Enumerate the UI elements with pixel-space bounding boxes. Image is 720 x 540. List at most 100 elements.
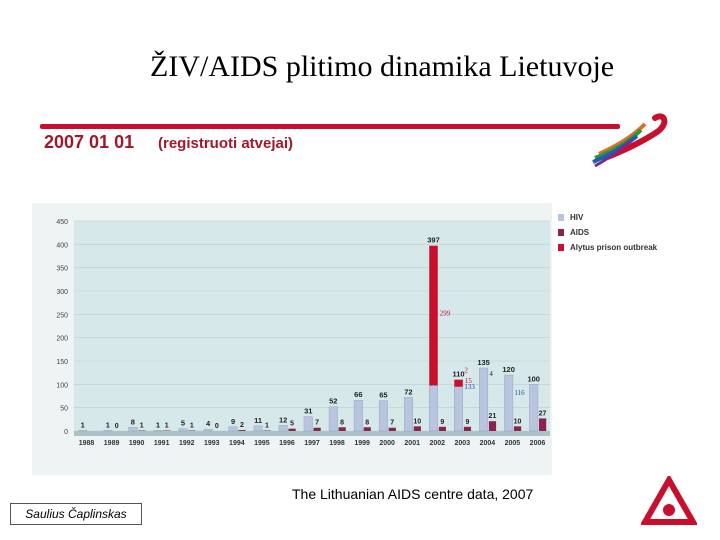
- aids-bar-label: 27: [539, 410, 547, 417]
- hiv-bar-label: 4: [206, 419, 211, 428]
- alytus-bar-label: 15: [465, 377, 473, 385]
- hiv-bar-label: 11: [254, 416, 262, 425]
- aids-bar-label: 7: [315, 420, 319, 427]
- hiv-bar: [529, 384, 539, 432]
- hiv-bar-label: 72: [404, 387, 412, 396]
- hiv-bar-label: 120: [502, 365, 515, 374]
- hiv-bar-label: 135: [477, 358, 490, 367]
- aids-bar: [463, 426, 472, 431]
- y-tick-label: 150: [56, 359, 68, 366]
- x-tick-label: 1996: [279, 440, 295, 447]
- annotation-label: 116: [514, 389, 525, 397]
- x-tick-label: 1989: [104, 440, 120, 447]
- aids-bar: [513, 426, 522, 431]
- aids-bar: [488, 421, 497, 431]
- aids-bar-label: 5: [290, 421, 294, 428]
- x-tick-label: 2002: [429, 440, 445, 447]
- aids-bar-label: 7: [390, 420, 394, 427]
- x-tick-label: 1992: [179, 440, 195, 447]
- x-tick-label: 1997: [304, 440, 320, 447]
- y-tick-label: 300: [56, 289, 68, 296]
- y-tick-label: 100: [56, 382, 68, 389]
- aids-bar-label: 21: [489, 413, 497, 420]
- annotation-label: 2: [464, 367, 468, 375]
- stack-total-label: 397: [427, 236, 440, 245]
- hiv-bar: [178, 428, 188, 432]
- y-tick-label: 0: [64, 429, 68, 436]
- aids-bar-label: 1: [190, 423, 194, 430]
- x-tick-label: 1991: [154, 440, 170, 447]
- legend-label-hiv: HIV: [570, 213, 584, 222]
- aids-bar-label: 0: [115, 423, 119, 430]
- hiv-bar-label: 52: [329, 397, 337, 406]
- legend-label-alytus: Alytus prison outbreak: [570, 243, 658, 252]
- x-tick-label: 1993: [204, 440, 220, 447]
- hiv-bar: [353, 399, 363, 432]
- alytus-bar: [454, 379, 463, 387]
- red-divider: [40, 124, 620, 129]
- x-tick-label: 1995: [254, 440, 270, 447]
- y-tick-label: 250: [56, 312, 68, 319]
- hiv-bar-label: 1: [81, 421, 85, 430]
- annotation-label: 133: [464, 383, 475, 391]
- chart-floor: [74, 431, 550, 436]
- aids-bar: [238, 430, 246, 431]
- hiv-bar: [228, 426, 238, 432]
- y-tick-label: 350: [56, 266, 68, 273]
- hiv-bar: [429, 385, 438, 432]
- annotation-label: 4: [489, 370, 493, 378]
- hiv-bar-label: 12: [279, 415, 287, 424]
- aids-bar-label: 1: [165, 423, 169, 430]
- hiv-bar: [504, 374, 514, 432]
- subtitle-label: (registruoti atvejai): [158, 135, 294, 152]
- aids-bar-label: 1: [140, 423, 144, 430]
- aids-centre-logo: [641, 476, 697, 525]
- x-tick-label: 1988: [79, 440, 95, 447]
- source-note: The Lithuanian AIDS centre data, 2007: [292, 486, 534, 502]
- legend-item-alytus: Alytus prison outbreak: [558, 240, 657, 255]
- hiv-bar: [328, 406, 338, 432]
- y-tick-label: 50: [60, 406, 68, 413]
- hiv-bar-label: 31: [304, 407, 312, 416]
- author-box: Saulius Čaplinskas: [10, 503, 142, 525]
- alytus-bar: [429, 245, 438, 386]
- red-ribbon-logo: [592, 113, 668, 168]
- chart-legend: HIV AIDS Alytus prison outbreak: [558, 210, 657, 255]
- alytus-bar-label: 299: [440, 310, 451, 318]
- hiv-bar: [278, 425, 288, 432]
- hiv-bar: [128, 427, 138, 432]
- aids-bar-label: 8: [365, 419, 369, 426]
- stack-total-label: 110: [453, 370, 465, 379]
- legend-swatch-hiv: [558, 214, 564, 221]
- hiv-bar: [203, 428, 213, 432]
- aids-bar: [313, 427, 321, 431]
- aids-bar-label: 9: [440, 419, 444, 426]
- hiv-bar-label: 5: [181, 419, 185, 428]
- y-tick-label: 200: [56, 336, 68, 343]
- hiv-bar: [253, 425, 263, 432]
- x-tick-label: 2005: [505, 440, 521, 447]
- hiv-bar-label: 1: [106, 421, 110, 430]
- aids-bar: [413, 426, 421, 431]
- aids-bar-label: 2: [240, 422, 244, 429]
- hiv-bar-label: 65: [379, 391, 387, 400]
- date-label: 2007 01 01: [44, 132, 135, 152]
- aids-bar-label: 0: [215, 423, 219, 430]
- legend-swatch-aids: [558, 229, 564, 236]
- aids-bar: [363, 427, 371, 431]
- aids-bar-label: 9: [465, 419, 469, 426]
- hiv-bar-label: 100: [527, 374, 540, 383]
- x-tick-label: 2003: [455, 440, 471, 447]
- legend-label-aids: AIDS: [570, 228, 590, 237]
- aids-bar-label: 8: [340, 419, 344, 426]
- x-tick-label: 1990: [129, 440, 145, 447]
- x-tick-label: 1999: [354, 440, 370, 447]
- y-tick-label: 400: [56, 242, 68, 249]
- hiv-bar-label: 1: [156, 421, 160, 430]
- legend-swatch-alytus: [558, 244, 564, 251]
- hiv-bar: [479, 367, 489, 432]
- hiv-bar: [303, 416, 313, 432]
- hiv-bar-label: 66: [354, 390, 362, 399]
- x-tick-label: 2004: [480, 440, 496, 447]
